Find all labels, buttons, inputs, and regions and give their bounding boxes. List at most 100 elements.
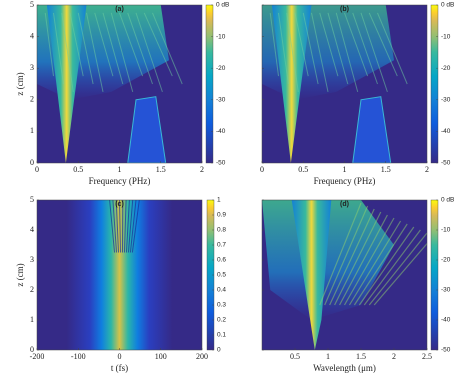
colorbar-tick-label: 0.4 (217, 287, 226, 294)
heatmap-streak (335, 12, 359, 93)
colorbar-tick-label: -30 (441, 287, 451, 294)
x-tick-label: 1 (118, 165, 122, 174)
heatmap-streak (329, 208, 375, 306)
y-tick-label: 4 (30, 225, 34, 234)
colorbar-tick-label: -20 (216, 65, 226, 72)
x-tick-label: 1 (343, 165, 347, 174)
colorbar-tick-label: 0 dB (441, 2, 454, 9)
x-axis-label: Frequency (PHz) (314, 176, 376, 186)
colorbar-tick-label: -30 (441, 97, 451, 104)
panel-title: (a) (115, 6, 124, 13)
heatmap-streak (344, 12, 369, 77)
y-axis-label: z (cm) (15, 72, 25, 95)
heatmap-streak (143, 12, 173, 77)
heatmap-streak (119, 200, 121, 253)
heatmap-streak (61, 12, 74, 92)
heatmap-streak (119, 12, 144, 77)
heatmap-streak (348, 220, 402, 306)
x-tick-label: 1.5 (381, 165, 391, 174)
heatmap-streak (269, 12, 279, 77)
y-tick-label: 4 (30, 31, 34, 40)
heatmap-streak (363, 229, 421, 306)
plot-frame (261, 199, 428, 351)
heatmap-streak (86, 12, 104, 93)
panel-title: (c) (115, 201, 124, 208)
heatmap-streak (353, 223, 408, 306)
heatmap-streak (352, 12, 378, 85)
heatmap-streak (69, 12, 84, 77)
heatmap-streak (278, 12, 289, 85)
x-tick-label: 0 (35, 165, 39, 174)
x-tick-label: 1.5 (356, 352, 366, 361)
colorbar-tick-label: 0.9 (217, 212, 226, 219)
x-tick-label: 1 (326, 352, 330, 361)
x-tick-label: 1.5 (156, 165, 166, 174)
heatmap-streak (368, 232, 427, 306)
heatmap-streak (109, 200, 116, 253)
heatmap-streak (373, 242, 427, 306)
x-tick-label: 0.5 (290, 352, 300, 361)
heatmap-streak (123, 200, 127, 253)
x-tick-label: 2 (425, 165, 429, 174)
y-tick-label: 3 (30, 255, 34, 264)
y-tick-label: 0 (30, 158, 34, 167)
colorbar-tick-label: 0 (217, 347, 221, 354)
heatmap-streak (368, 12, 398, 77)
heatmap-streak (286, 12, 299, 92)
y-tick-label: 2 (30, 285, 34, 294)
heatmap (262, 5, 408, 163)
colorbar-tick-label: 0.8 (217, 227, 226, 234)
y-axis-label: z (cm) (15, 263, 25, 286)
x-axis-label: Frequency (PHz) (89, 176, 151, 186)
colorbar-tick-label: -10 (441, 33, 451, 40)
heatmap-feature (262, 200, 394, 320)
colorbar-tick-label: 0 dB (216, 2, 229, 9)
x-tick-label: 0 (118, 352, 122, 361)
colorbar (430, 199, 439, 351)
colorbar-tick-label: -50 (216, 160, 226, 167)
heatmap-streak (53, 12, 64, 85)
heatmap-streak (152, 12, 183, 85)
x-tick-label: 2.5 (422, 352, 432, 361)
heatmap-streak (339, 214, 388, 306)
heatmap-streak (125, 200, 130, 253)
colorbar-tick-label: -50 (441, 347, 451, 354)
colorbar-tick-label: 0.7 (217, 242, 226, 249)
y-tick-label: 1 (30, 315, 34, 324)
heatmap-streak (358, 226, 415, 306)
colorbar-tick-label: -40 (216, 128, 226, 135)
colorbar-tick-label: -10 (216, 33, 226, 40)
heatmap-streak (135, 12, 163, 93)
y-tick-label: 5 (30, 0, 34, 9)
heatmap-feature (127, 96, 167, 163)
colorbar-tick-label: -30 (216, 97, 226, 104)
heatmap-streak (319, 202, 362, 306)
heatmap-streak (129, 200, 137, 253)
y-tick-label: 3 (30, 63, 34, 72)
heatmap-streak (327, 12, 349, 85)
colorbar-tick-label: -20 (441, 257, 451, 264)
colorbar-tick-label: 0 dB (441, 197, 454, 204)
heatmap-streak (127, 200, 134, 253)
x-tick-label: 0.5 (298, 165, 308, 174)
heatmap-streak (110, 12, 134, 93)
colorbar-tick-label: -50 (441, 160, 451, 167)
x-tick-label: 2 (200, 165, 204, 174)
x-axis-label: t (fs) (111, 363, 128, 373)
heatmap-streak (311, 12, 329, 93)
colorbar (205, 4, 214, 164)
heatmap-streak (131, 200, 140, 253)
colorbar-tick-label: -40 (441, 317, 451, 324)
heatmap (37, 5, 183, 163)
y-tick-label: 0 (30, 345, 34, 354)
heatmap-streak (319, 12, 339, 77)
colorbar-tick-label: -40 (441, 128, 451, 135)
x-axis-label: Wavelength (μm) (313, 363, 376, 373)
heatmap-streak (94, 12, 114, 77)
x-tick-label: -200 (30, 352, 45, 361)
x-tick-label: 100 (155, 352, 167, 361)
colorbar-tick-label: 0.3 (217, 302, 226, 309)
heatmap-streak (294, 12, 309, 77)
heatmap-streak (112, 200, 118, 253)
